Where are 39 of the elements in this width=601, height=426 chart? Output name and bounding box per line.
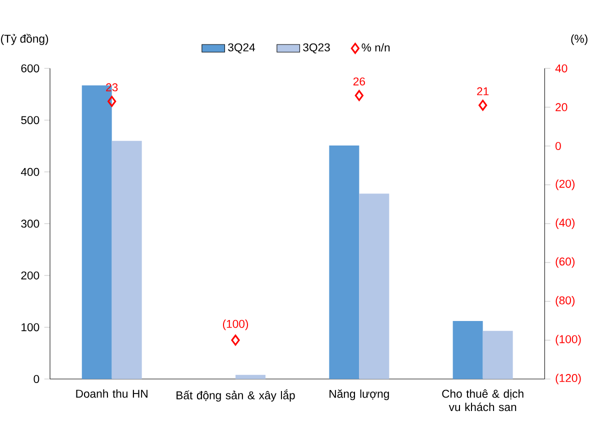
legend-label: % n/n xyxy=(362,43,390,52)
y2-axis-title: (%) xyxy=(571,34,588,45)
y2-tick-label: (40) xyxy=(556,218,575,229)
data-label: 23 xyxy=(106,83,118,92)
y-tick-label: 100 xyxy=(22,323,40,332)
y2-tick-label: 40 xyxy=(555,64,568,72)
bar xyxy=(329,145,360,379)
point xyxy=(108,96,116,107)
bar xyxy=(359,194,390,379)
y-tick-label: 600 xyxy=(21,64,40,72)
legend-label: 3Q24 xyxy=(228,43,256,54)
y-tick-label: 500 xyxy=(21,116,40,124)
data-label: (100) xyxy=(222,320,248,330)
x-tick-label: Bất động sản & xây lắp xyxy=(176,389,295,402)
y2-tick-label: (60) xyxy=(556,257,575,268)
y2-tick-label: (80) xyxy=(556,296,575,307)
bar xyxy=(112,140,142,379)
point xyxy=(478,100,488,111)
y-tick-label: 300 xyxy=(21,220,40,228)
point xyxy=(231,334,240,346)
data-label: 26 xyxy=(353,77,365,86)
point xyxy=(354,90,364,101)
data-label: 21 xyxy=(477,87,489,96)
y2-tick-label: 20 xyxy=(556,103,568,112)
bar xyxy=(452,321,483,379)
x-tick-label: Năng lượng xyxy=(330,389,389,400)
y2-tick-label: (120) xyxy=(556,374,581,384)
x-tick-label: Doanh thu HN xyxy=(76,389,148,398)
bar xyxy=(236,374,266,379)
y-tick-label: 400 xyxy=(20,168,40,176)
y2-tick-label: (20) xyxy=(556,180,575,190)
bar xyxy=(482,330,513,379)
y2-tick-label: (100) xyxy=(556,334,581,346)
x-tick-label: Cho thuê & dịch vu khách san xyxy=(442,389,524,412)
y-tick-label: 200 xyxy=(21,271,40,280)
legend-label: 3Q23 xyxy=(303,43,330,54)
y-tick-label: 0 xyxy=(34,375,40,384)
y-axis-title: (Tỷ đồng) xyxy=(1,34,48,45)
y2-tick-label: 0 xyxy=(556,142,561,150)
